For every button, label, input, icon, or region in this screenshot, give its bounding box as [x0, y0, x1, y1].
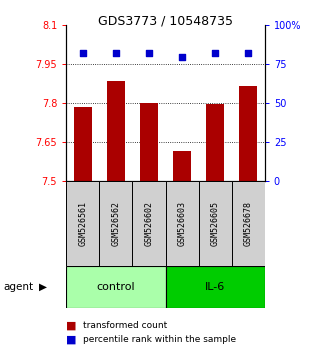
Bar [73, 107, 92, 181]
Point [179, 55, 185, 60]
Point [246, 50, 251, 56]
Text: GSM526561: GSM526561 [78, 200, 87, 246]
Bar [107, 81, 125, 181]
Point [146, 50, 152, 56]
Bar [199, 181, 232, 266]
Bar [166, 181, 199, 266]
Bar [239, 86, 258, 181]
Bar [132, 181, 166, 266]
Bar [173, 151, 191, 181]
Point [213, 50, 218, 56]
Bar [166, 266, 265, 308]
Bar [66, 181, 99, 266]
Bar [66, 266, 166, 308]
Point [80, 50, 85, 56]
Text: agent: agent [3, 282, 33, 292]
Text: GDS3773 / 10548735: GDS3773 / 10548735 [98, 14, 233, 27]
Text: GSM526562: GSM526562 [111, 200, 120, 246]
Bar [99, 181, 132, 266]
Text: GSM526678: GSM526678 [244, 200, 253, 246]
Text: ▶: ▶ [39, 282, 47, 292]
Text: GSM526602: GSM526602 [144, 200, 154, 246]
Text: ■: ■ [66, 321, 77, 331]
Bar [206, 104, 224, 181]
Text: transformed count: transformed count [83, 321, 167, 330]
Bar [140, 103, 158, 181]
Text: GSM526605: GSM526605 [211, 200, 220, 246]
Bar [232, 181, 265, 266]
Text: IL-6: IL-6 [205, 282, 225, 292]
Point [113, 50, 118, 56]
Text: GSM526603: GSM526603 [177, 200, 187, 246]
Text: percentile rank within the sample: percentile rank within the sample [83, 335, 236, 344]
Text: control: control [97, 282, 135, 292]
Text: ■: ■ [66, 335, 77, 345]
